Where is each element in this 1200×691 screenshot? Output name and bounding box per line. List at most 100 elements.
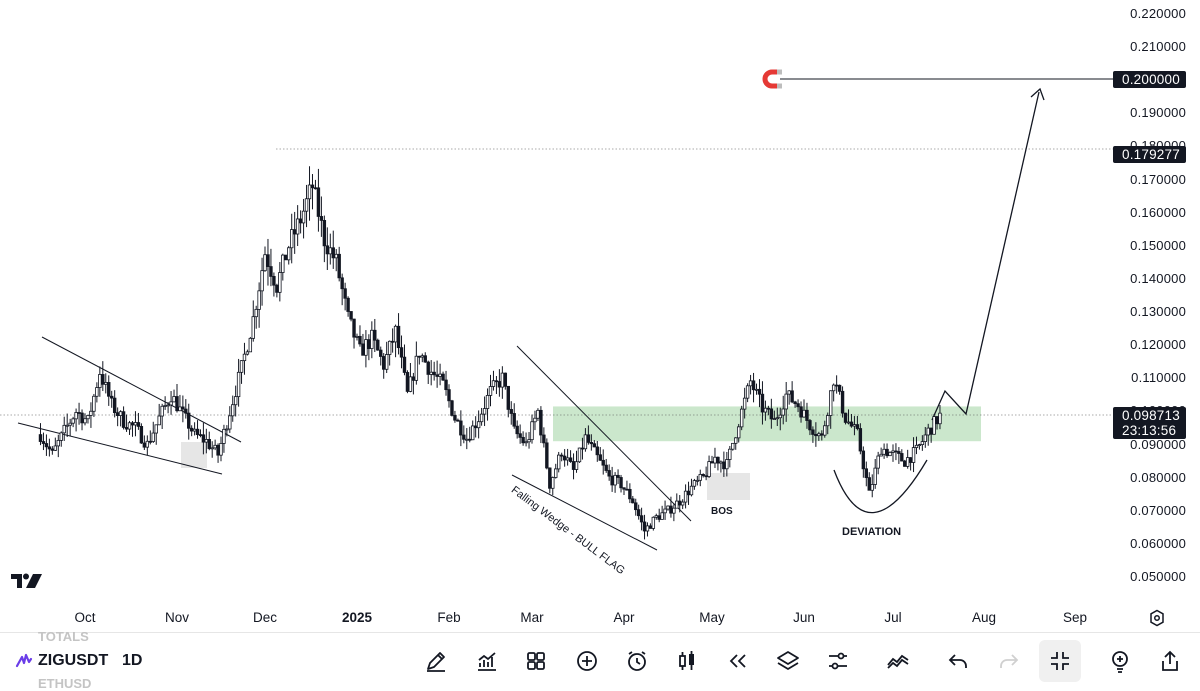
candle-up bbox=[482, 408, 487, 415]
candle-down bbox=[139, 426, 144, 444]
candle-down bbox=[820, 433, 824, 436]
candle-up bbox=[420, 355, 424, 358]
candle-down bbox=[292, 229, 297, 235]
settings-sliders-icon bbox=[829, 652, 847, 670]
candle-up bbox=[846, 421, 851, 424]
candle-up bbox=[290, 229, 294, 249]
candle-up bbox=[151, 432, 155, 442]
candle-up bbox=[645, 525, 650, 532]
candle-up bbox=[781, 408, 785, 416]
candle-up bbox=[251, 316, 255, 339]
price-tick-label: 0.190000 bbox=[1130, 105, 1186, 121]
candle-up bbox=[787, 390, 791, 395]
layers-button[interactable] bbox=[774, 647, 802, 675]
candle-up bbox=[89, 410, 93, 416]
symbol-selector[interactable]: ZIGUSDT bbox=[38, 652, 109, 669]
indicators-button[interactable] bbox=[473, 647, 501, 675]
candle-up bbox=[476, 421, 481, 429]
candle-down bbox=[184, 408, 188, 414]
candle-down bbox=[275, 284, 279, 293]
price-tick-label: 0.120000 bbox=[1130, 337, 1186, 353]
draw-button[interactable] bbox=[422, 647, 450, 675]
candle-up bbox=[879, 453, 883, 457]
candle-up bbox=[707, 461, 711, 477]
candle-down bbox=[678, 500, 682, 506]
price-tick-label: 0.210000 bbox=[1130, 39, 1186, 55]
indicators-icon bbox=[478, 652, 496, 671]
candle-up bbox=[384, 354, 389, 370]
candle-up bbox=[734, 437, 738, 444]
candle-down bbox=[929, 427, 933, 435]
chart-type-button[interactable] bbox=[673, 647, 701, 675]
candle-down bbox=[657, 515, 661, 520]
candle-down bbox=[284, 254, 288, 261]
candle-down bbox=[760, 393, 765, 413]
candle-down bbox=[900, 453, 904, 462]
candle-down bbox=[849, 421, 854, 427]
tradingview-logo-icon[interactable] bbox=[11, 571, 45, 589]
candle-down bbox=[41, 441, 46, 444]
ideas-button[interactable] bbox=[1106, 647, 1134, 675]
collapse-button[interactable] bbox=[1039, 640, 1081, 682]
candle-down bbox=[269, 266, 273, 277]
candle-down bbox=[704, 475, 708, 478]
candle-up bbox=[178, 406, 182, 412]
candle-up bbox=[911, 447, 916, 463]
alarm-icon bbox=[628, 651, 646, 671]
candle-down bbox=[814, 434, 818, 437]
candle-down bbox=[586, 434, 591, 443]
ghost-symbol-above: TOTALS bbox=[38, 629, 89, 644]
chart-area[interactable]: 0.2200000.2100000.2000000.1900000.180000… bbox=[0, 0, 1200, 600]
price-tick-label: 0.090000 bbox=[1130, 436, 1186, 452]
last-price-tag: 0.098713 23:13:56 bbox=[1113, 407, 1186, 439]
candle-up bbox=[666, 505, 670, 510]
candle-down bbox=[894, 450, 898, 453]
layout-button[interactable] bbox=[522, 647, 550, 675]
undo-button[interactable] bbox=[944, 647, 972, 675]
candle-down bbox=[808, 420, 812, 431]
candle-up bbox=[59, 432, 63, 441]
candle-up bbox=[260, 270, 264, 292]
candle-down bbox=[494, 380, 499, 383]
price-chart[interactable] bbox=[0, 0, 1200, 600]
candle-up bbox=[739, 408, 744, 428]
alert-button[interactable] bbox=[623, 647, 651, 675]
share-button[interactable] bbox=[1156, 647, 1184, 675]
compare-button[interactable] bbox=[884, 647, 912, 675]
candle-down bbox=[322, 220, 327, 247]
interval-selector[interactable]: 1D bbox=[122, 652, 143, 669]
candle-down bbox=[107, 382, 111, 397]
candle-down bbox=[769, 408, 774, 420]
candle-down bbox=[110, 395, 114, 399]
candle-up bbox=[438, 373, 442, 377]
candle-down bbox=[935, 416, 939, 425]
candle-down bbox=[216, 444, 220, 456]
redo-button[interactable] bbox=[995, 647, 1023, 675]
candle-up bbox=[725, 459, 729, 470]
candle-down bbox=[515, 425, 519, 435]
candle-up bbox=[745, 385, 750, 399]
candle-down bbox=[604, 464, 608, 471]
candle-down bbox=[462, 434, 466, 440]
candle-up bbox=[242, 353, 247, 362]
collapse-icon bbox=[1051, 652, 1069, 670]
candle-up bbox=[172, 396, 176, 403]
candle-down bbox=[379, 349, 383, 357]
candle-down bbox=[175, 396, 179, 412]
price-tick-label: 0.150000 bbox=[1130, 237, 1186, 253]
candle-down bbox=[503, 372, 508, 387]
add-button[interactable] bbox=[573, 647, 601, 675]
candle-up bbox=[583, 434, 588, 450]
candle-down bbox=[518, 433, 522, 438]
settings-gear-icon[interactable] bbox=[1148, 609, 1166, 627]
settings-button[interactable] bbox=[824, 647, 852, 675]
time-axis[interactable]: Oct Nov Dec 2025 Feb Mar Apr May Jun Jul Aug Sep bbox=[0, 600, 1200, 632]
replay-button[interactable] bbox=[724, 647, 752, 675]
candle-up bbox=[672, 507, 676, 514]
candle-down bbox=[376, 339, 380, 351]
falling-wedge-upper-line bbox=[516, 345, 692, 522]
candle-up bbox=[923, 434, 927, 442]
candle-down bbox=[512, 413, 516, 427]
candle-down bbox=[648, 525, 653, 529]
magnet-icon bbox=[762, 69, 782, 89]
